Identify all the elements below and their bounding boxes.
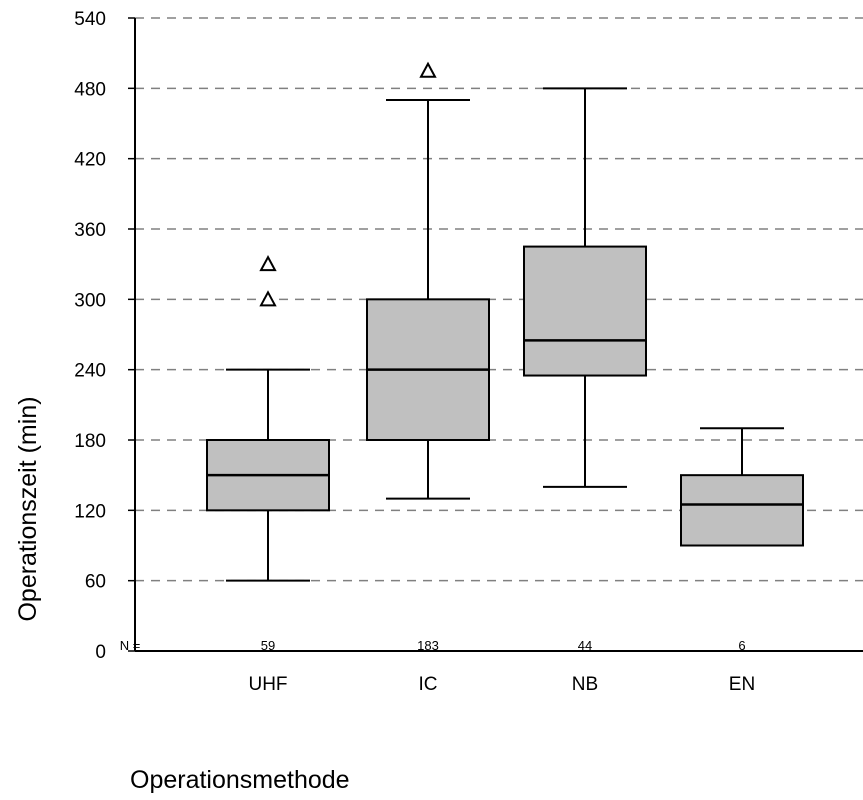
y-tick-label-0: 0 (95, 642, 106, 663)
outlier-marker (259, 255, 277, 272)
x-axis-title: Operationsmethode (130, 766, 350, 794)
box-NB (523, 87, 647, 488)
category-label-IC: IC (419, 674, 438, 695)
labels: Operationszeit (min) Operationsmethode N… (14, 9, 755, 794)
y-tick-label-180: 180 (74, 431, 106, 452)
y-tick-label-240: 240 (74, 361, 106, 382)
y-tick-label-540: 540 (74, 9, 106, 30)
category-label-EN: EN (729, 674, 755, 695)
y-tick-label-120: 120 (74, 501, 106, 522)
n-prefix-label: N = (120, 638, 141, 653)
box-EN (680, 427, 804, 547)
n-label-NB: 44 (578, 638, 592, 653)
y-tick-label-360: 360 (74, 220, 106, 241)
iqr-box (680, 474, 804, 547)
iqr-box (523, 245, 647, 377)
y-axis-title: Operationszeit (min) (14, 396, 42, 621)
category-label-UHF: UHF (248, 674, 287, 695)
axes (128, 17, 863, 652)
y-tick-label-420: 420 (74, 150, 106, 171)
box-plots (206, 61, 804, 582)
box-IC (366, 61, 490, 500)
y-tick-label-480: 480 (74, 79, 106, 100)
category-label-NB: NB (572, 674, 598, 695)
outlier-marker (259, 290, 277, 307)
outlier-marker (419, 61, 437, 78)
n-label-UHF: 59 (261, 638, 275, 653)
y-tick-label-300: 300 (74, 290, 106, 311)
n-label-IC: 183 (417, 638, 439, 653)
n-label-EN: 6 (738, 638, 745, 653)
y-tick-label-60: 60 (85, 572, 106, 593)
box-UHF (206, 255, 330, 582)
